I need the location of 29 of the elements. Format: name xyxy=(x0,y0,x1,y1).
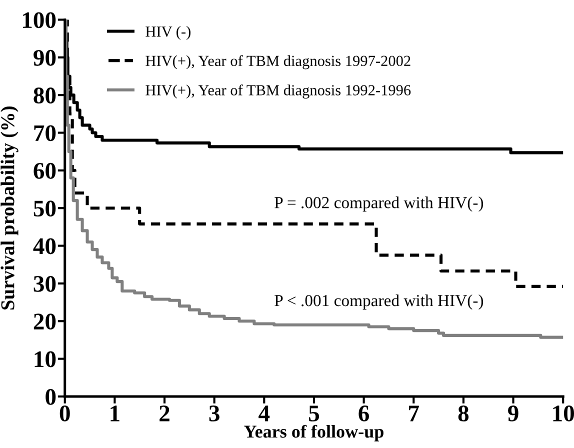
legend-label: HIV(+), Year of TBM diagnosis 1992-1996 xyxy=(146,84,411,99)
legend-label: HIV (-) xyxy=(146,26,190,40)
y-tick-label: 100 xyxy=(23,12,56,28)
x-tick-label: 10 xyxy=(553,405,574,422)
y-tick-label: 70 xyxy=(34,125,56,142)
y-tick-label: 30 xyxy=(34,276,56,292)
x-tick-label: 0 xyxy=(60,405,70,422)
annotation: P < .001 compared with HIV(-) xyxy=(274,294,484,310)
y-tick-label: 20 xyxy=(34,314,56,330)
x-tick-label: 2 xyxy=(160,406,170,422)
y-tick-label: 10 xyxy=(34,351,56,368)
y-tick-label: 80 xyxy=(34,88,56,104)
y-tick-label: 90 xyxy=(34,50,56,66)
x-tick-label: 9 xyxy=(508,406,518,422)
x-tick-label: 1 xyxy=(110,406,120,422)
y-tick-label: 40 xyxy=(33,238,56,254)
x-tick-label: 4 xyxy=(258,406,270,422)
y-tick-label: 0 xyxy=(46,388,56,405)
x-tick-label: 5 xyxy=(309,406,320,422)
y-axis-title: Survival probability (%) xyxy=(0,106,18,310)
x-tick-label: 3 xyxy=(209,406,220,422)
x-tick-label: 7 xyxy=(409,406,419,422)
x-tick-label: 6 xyxy=(358,406,370,422)
y-tick-label: 50 xyxy=(34,200,56,217)
x-tick-label: 8 xyxy=(458,405,469,422)
legend-label: HIV(+), Year of TBM diagnosis 1997-2002 xyxy=(146,55,410,70)
annotation: P = .002 compared with HIV(-) xyxy=(274,196,484,212)
y-tick-label: 60 xyxy=(34,162,56,179)
x-axis-title: Years of follow-up xyxy=(244,424,384,442)
